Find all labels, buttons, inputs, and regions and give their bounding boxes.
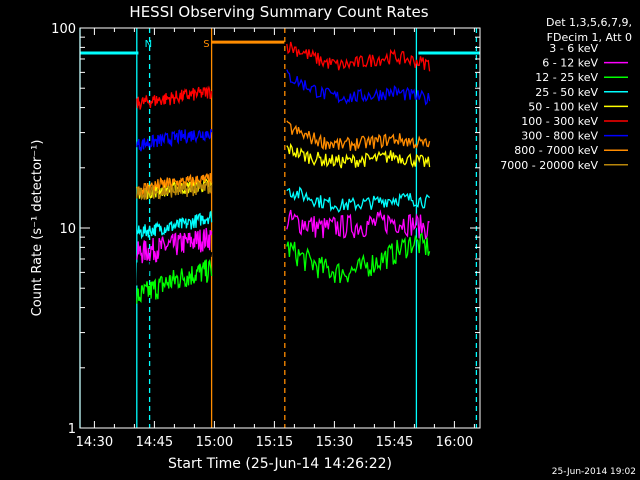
legend-header: Det 1,3,5,6,7,9,	[546, 16, 632, 29]
y-tick-label: 10	[59, 222, 76, 237]
x-tick-label: 15:45	[376, 435, 413, 450]
y-tick-label: 1	[68, 422, 76, 437]
series-line	[136, 210, 213, 240]
series-line	[136, 259, 213, 304]
x-tick-label: 16:00	[436, 435, 473, 450]
x-tick-label: 14:30	[76, 435, 113, 450]
x-tick-label: 14:45	[136, 435, 173, 450]
series-line	[286, 186, 431, 213]
y-axis-label: Count Rate (s⁻¹ detector⁻¹)	[30, 140, 45, 317]
legend-entry-label: 7000 - 20000 keV	[500, 159, 598, 172]
legend-entry-label: 12 - 25 keV	[535, 71, 598, 84]
x-tick-label: 15:30	[316, 435, 353, 450]
legend-entry-label: 25 - 50 keV	[535, 86, 598, 99]
flag-label: S	[203, 39, 209, 50]
series-line	[136, 128, 213, 152]
legend-header: FDecim 1, Att 0	[547, 31, 632, 44]
series-line	[286, 232, 431, 284]
x-axis: 14:30 14:45 15:00 15:15 15:30 15:45 16:00	[76, 28, 475, 450]
y-axis: 1 10 100	[51, 22, 480, 437]
timestamp: 25-Jun-2014 19:02	[552, 467, 636, 477]
legend: Det 1,3,5,6,7,9, FDecim 1, Att 03 - 6 keV…	[500, 16, 632, 172]
series-line	[286, 194, 431, 236]
series-line	[286, 120, 431, 151]
x-axis-label: Start Time (25-Jun-14 14:26:22)	[168, 456, 392, 472]
x-tick-label: 15:15	[256, 435, 293, 450]
x-tick-label: 15:00	[196, 435, 233, 450]
legend-entry-label: 50 - 100 keV	[528, 100, 598, 113]
y-tick-label: 100	[51, 22, 76, 37]
legend-entry-label: 3 - 6 keV	[549, 42, 598, 55]
legend-entry-label: 300 - 800 keV	[521, 130, 598, 143]
legend-entry-label: 800 - 7000 keV	[514, 144, 598, 157]
chart-title: HESSI Observing Summary Count Rates	[129, 3, 428, 21]
series-line	[286, 69, 431, 106]
series-line	[136, 180, 213, 201]
series-line	[286, 41, 431, 72]
series-line	[286, 209, 430, 240]
flag-label: N	[145, 39, 152, 50]
legend-entry-label: 6 - 12 keV	[542, 57, 598, 70]
series-line	[136, 227, 213, 264]
series-line	[136, 85, 213, 110]
series-line	[286, 142, 431, 169]
legend-entry-label: 100 - 300 keV	[521, 115, 598, 128]
